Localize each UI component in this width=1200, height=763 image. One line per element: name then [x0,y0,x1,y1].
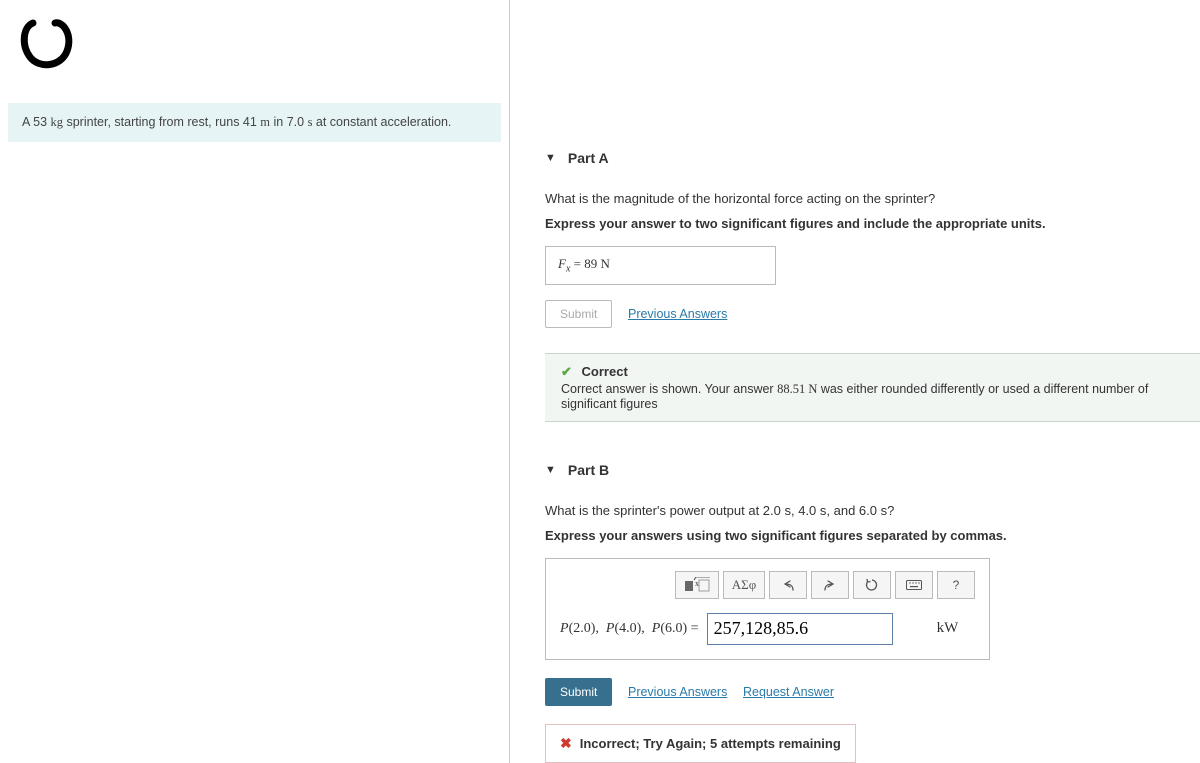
part-b-previous-answers-link[interactable]: Previous Answers [628,685,727,699]
keyboard-button[interactable] [895,571,933,599]
part-a-submit-button: Submit [545,300,612,328]
logo-icon [15,15,75,70]
feedback-correct-title: Correct [582,364,628,379]
part-b-input-label: P(2.0), P(4.0), P(6.0) = [560,621,699,637]
part-a-previous-answers-link[interactable]: Previous Answers [628,307,727,321]
part-b-answer-widget: x ΑΣφ [545,558,990,660]
caret-down-icon: ▼ [545,152,556,164]
part-b-title: Part B [568,462,609,478]
reset-button[interactable] [853,571,891,599]
part-b-submit-button[interactable]: Submit [545,678,612,706]
undo-button[interactable] [769,571,807,599]
part-b-answer-input[interactable] [707,613,893,645]
part-b-header[interactable]: ▼ Part B [545,462,1200,478]
caret-down-icon: ▼ [545,464,556,476]
part-a-header[interactable]: ▼ Part A [545,150,1200,166]
template-tool-button[interactable]: x [675,571,719,599]
part-b-question: What is the sprinter's power output at 2… [545,503,1200,518]
part-a-instruction: Express your answer to two significant f… [545,216,1200,231]
problem-text: A 53 [22,115,51,129]
part-a-title: Part A [568,150,609,166]
part-a-question: What is the magnitude of the horizontal … [545,191,1200,206]
part-a-feedback: ✔ Correct Correct answer is shown. Your … [545,353,1200,422]
check-icon: ✔ [561,364,572,379]
x-icon: ✖ [560,735,572,751]
part-b-incorrect-feedback: ✖Incorrect; Try Again; 5 attempts remain… [545,724,856,763]
part-b-instruction: Express your answers using two significa… [545,528,1200,543]
part-b-unit: kW [937,620,959,637]
part-b-request-answer-link[interactable]: Request Answer [743,685,834,699]
redo-button[interactable] [811,571,849,599]
greek-tool-button[interactable]: ΑΣφ [723,571,765,599]
help-button[interactable]: ? [937,571,975,599]
svg-text:x: x [695,579,699,588]
part-a-answer-box: Fx = 89 N [545,246,776,285]
problem-statement: A 53 kg sprinter, starting from rest, ru… [8,103,501,142]
